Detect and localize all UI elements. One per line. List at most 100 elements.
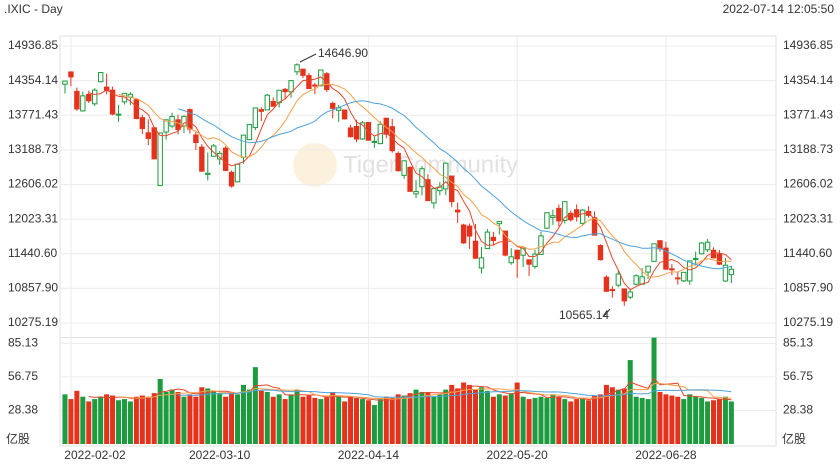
candle-body [115, 113, 122, 116]
candle-body [401, 160, 407, 176]
volume-bar [401, 395, 407, 444]
volume-bar [306, 395, 312, 444]
candle-body [633, 275, 639, 285]
volume-bar [199, 387, 205, 444]
volume-bar [514, 382, 520, 444]
y-tick-label: 11440.60 [783, 246, 832, 260]
volume-bar [276, 394, 282, 444]
volume-bar [693, 396, 699, 444]
volume-bar [229, 391, 235, 444]
annotation-leader [603, 308, 611, 317]
candle-body [121, 92, 128, 103]
volume-bar [389, 397, 395, 444]
plot-frame [59, 35, 777, 447]
volume-bar [300, 396, 306, 444]
candle-body [133, 99, 140, 119]
candle-body [163, 119, 169, 133]
candle-body [312, 84, 318, 87]
candle-body [460, 224, 467, 244]
volume-bar [270, 396, 276, 444]
y-tick-label: 10275.19 [8, 315, 58, 329]
candle-body [669, 268, 675, 271]
candle-body [109, 89, 116, 115]
volume-bar [264, 391, 270, 444]
volume-bar [609, 387, 615, 444]
candle-body [675, 277, 681, 280]
volume-bar [365, 400, 371, 444]
volume-bar [110, 395, 116, 444]
candle-body [359, 122, 366, 140]
candle-body [538, 235, 544, 255]
ma-line [177, 100, 732, 270]
volume-bar [645, 399, 651, 444]
volume-unit: 亿股 [782, 431, 806, 446]
volume-bar [728, 401, 734, 444]
candle-body [716, 253, 723, 265]
candle-body [145, 132, 151, 139]
candle-body [240, 134, 247, 158]
candle-body [300, 68, 306, 76]
y-tick-label: 14936.85 [783, 38, 833, 52]
volume-bar [235, 394, 241, 444]
y-tick-label: 14354.14 [783, 73, 833, 87]
candle-body [407, 166, 413, 192]
volume-bar [633, 396, 639, 444]
candle-body [175, 119, 181, 130]
y-tick-label: 14354.14 [8, 73, 58, 87]
volume-bar [431, 396, 437, 444]
volume-bar [562, 399, 568, 444]
candle-body [728, 268, 735, 276]
candle-body [413, 190, 419, 195]
watermark: TigerCommunity [293, 143, 518, 187]
volume-bar [139, 395, 145, 444]
volume-bar [223, 396, 229, 444]
volume-bar [603, 384, 609, 444]
volume-bar [473, 389, 479, 444]
volume-bar [461, 382, 467, 444]
volume-bar [175, 391, 181, 444]
candle-body [371, 140, 378, 143]
candle-body [490, 236, 497, 242]
volume-bar [532, 397, 538, 444]
volume-bar [181, 396, 187, 444]
volume-bar [526, 399, 532, 444]
volume-bar [359, 399, 365, 444]
candle-body [103, 86, 110, 92]
volume-bar [246, 389, 252, 444]
x-tick-label: 2022-05-20 [486, 448, 548, 462]
volume-bar [467, 384, 473, 444]
volume-bar [437, 394, 443, 444]
low-annotation: 10565.14 [559, 308, 609, 322]
volume-bar [288, 394, 294, 444]
candle-body [282, 88, 288, 93]
volume-bar [377, 399, 383, 444]
candle-body [288, 80, 294, 93]
y-tick-label: 13188.73 [8, 142, 58, 156]
volume-bar [478, 387, 484, 444]
candle-body [252, 107, 259, 129]
candle-body [478, 257, 485, 269]
volume-bar [62, 394, 68, 444]
volume-bar [443, 389, 449, 444]
volume-bar [699, 397, 705, 444]
candle-body [270, 100, 276, 107]
volume-tick-label: 85.13 [783, 336, 813, 350]
candle-body [508, 256, 514, 264]
candle-body [139, 117, 146, 130]
candle-body [425, 179, 431, 202]
volume-bar [294, 389, 300, 444]
candle-body [86, 93, 92, 102]
volume-bar [502, 395, 508, 444]
y-tick-label: 13771.43 [8, 107, 58, 121]
volume-bar [151, 393, 157, 444]
candle-body [222, 147, 229, 171]
y-tick-label: 13188.73 [783, 142, 833, 156]
candle-body [193, 134, 199, 143]
candle-body [92, 89, 98, 105]
candle-body [157, 132, 163, 187]
volume-bar [615, 389, 621, 444]
candle-body [211, 145, 217, 157]
y-tick-label: 12606.02 [783, 177, 833, 191]
volume-bar [383, 396, 389, 444]
